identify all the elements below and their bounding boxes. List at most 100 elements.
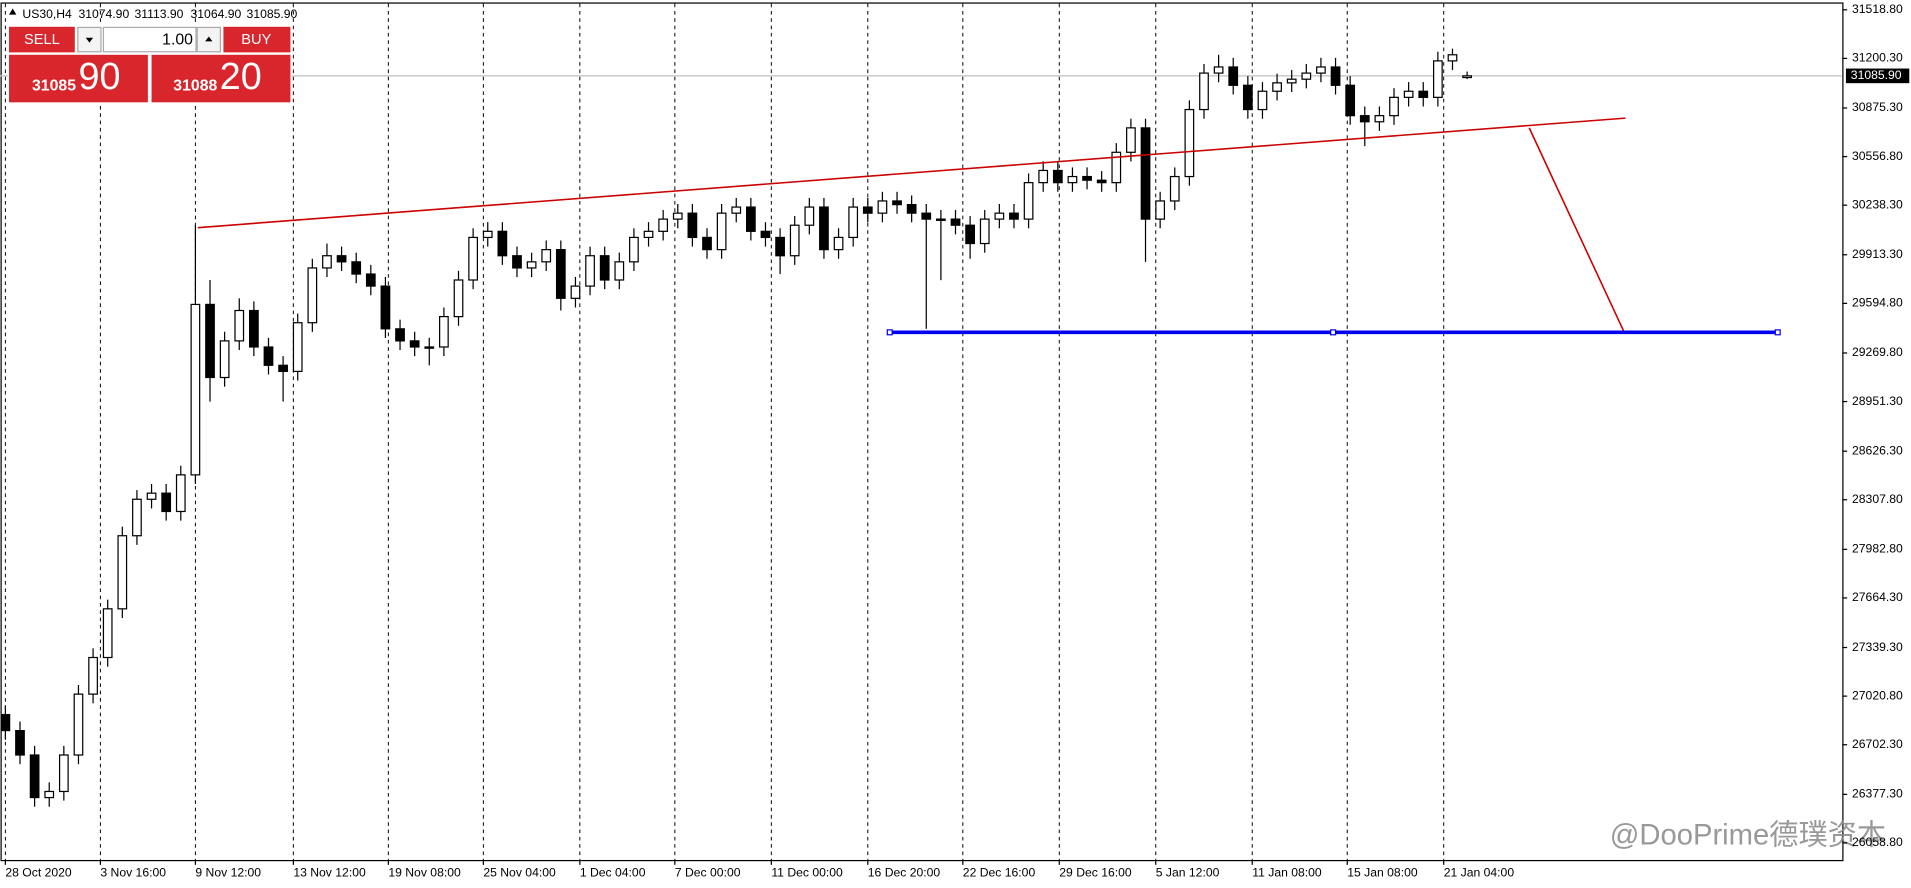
y-tick-label: 30875.30 (1852, 100, 1903, 114)
header-icon (9, 8, 17, 15)
candle-body (906, 204, 917, 214)
buy-price-box[interactable] (151, 54, 291, 103)
candle-body (409, 340, 420, 348)
header-low: 31064.90 (191, 7, 242, 21)
candle-body (1272, 82, 1282, 92)
dropdown-arrow (85, 37, 94, 43)
candle-body (731, 206, 742, 214)
candle-body (292, 322, 303, 373)
sell-price-main[interactable]: 31085 (32, 78, 76, 95)
candle-body (1096, 179, 1107, 184)
candle-body (585, 255, 595, 287)
y-tick-label: 28307.80 (1852, 492, 1903, 506)
sell-price-box[interactable] (9, 54, 148, 103)
candle-body (219, 340, 230, 379)
candle-body (102, 608, 113, 659)
candle-body (175, 474, 186, 513)
candle-body (1009, 212, 1019, 220)
candle-body (132, 498, 142, 537)
candle-body (190, 303, 201, 476)
current-price-box (1845, 68, 1910, 84)
sell-button[interactable] (9, 26, 75, 53)
candle-body (395, 328, 405, 342)
candle-body (1155, 200, 1166, 220)
candle-body (248, 309, 259, 348)
y-tick-label: 29913.30 (1852, 247, 1903, 261)
candle-body (775, 236, 785, 257)
candle-body (1418, 90, 1429, 98)
y-tick-label: 27664.30 (1852, 590, 1903, 604)
x-tick-label: 11 Dec 00:00 (771, 866, 843, 880)
candle-body (1126, 127, 1136, 153)
sell-label[interactable]: SELL (24, 32, 60, 48)
candle-body (672, 212, 683, 220)
candle-body (994, 212, 1005, 220)
candle-body (1082, 175, 1092, 181)
candle-body (614, 261, 625, 281)
candle-body (161, 492, 172, 513)
lot-input[interactable] (102, 26, 197, 53)
x-tick-label: 9 Nov 12:00 (195, 866, 261, 880)
candle-body (1257, 90, 1268, 111)
buy-price-main[interactable]: 31088 (173, 78, 217, 95)
candle-body (1389, 96, 1399, 117)
header-open: 31074.90 (78, 7, 129, 21)
candle-body (44, 790, 55, 799)
candle-body (921, 212, 932, 220)
candle-body (1199, 72, 1209, 111)
candle-body (1184, 108, 1195, 178)
candle-body (833, 236, 844, 251)
candle-body (322, 255, 332, 269)
candle-body (936, 218, 946, 221)
candle-body (965, 224, 975, 245)
candle-body (512, 255, 522, 269)
candle-body (351, 261, 362, 275)
plot-frame (0, 2, 1844, 862)
y-tick-label: 27339.30 (1852, 640, 1903, 654)
candle-body (643, 230, 654, 239)
candle-body (205, 303, 215, 379)
candle-body (365, 273, 376, 287)
candle-body (278, 364, 288, 373)
candle-body (58, 754, 69, 793)
symbol: US30,H4 (22, 7, 72, 21)
x-tick-label: 13 Nov 12:00 (293, 866, 366, 880)
trade-panel: SELL 1.00 BUY 31085 90 31088 20 (7, 25, 292, 104)
candle-body (570, 285, 581, 299)
y-tick-label: 30238.30 (1852, 197, 1903, 211)
x-tick-label: 29 Dec 16:00 (1059, 866, 1132, 880)
candle-body (1052, 169, 1063, 184)
candle-body (877, 200, 888, 214)
buy-label[interactable]: BUY (241, 32, 271, 48)
candle-body (950, 218, 961, 226)
y-tick-label: 27020.80 (1852, 688, 1903, 702)
candle-body (497, 230, 508, 257)
buy-price-pips[interactable]: 20 (220, 56, 262, 98)
candle-body (1432, 60, 1443, 98)
x-tick-label: 11 Jan 08:00 (1252, 866, 1322, 880)
candle-body (979, 218, 990, 245)
candle-body (1213, 66, 1224, 74)
candle-body (263, 346, 274, 366)
candle-body (1345, 84, 1356, 117)
candle-body (336, 255, 347, 263)
y-tick-label: 29269.80 (1852, 345, 1903, 359)
x-tick-label: 1 Dec 04:00 (580, 866, 646, 880)
candle-body (702, 236, 712, 251)
candle-body (29, 754, 40, 799)
candle-body (424, 346, 435, 349)
sell-price-pips[interactable]: 90 (78, 56, 120, 98)
candle-body (234, 309, 245, 342)
x-tick-label: 28 Oct 2020 (5, 866, 72, 880)
candle-body (453, 279, 464, 318)
candle-body (307, 267, 318, 324)
buy-button[interactable] (223, 26, 291, 53)
lot-value[interactable]: 1.00 (162, 31, 193, 48)
current-price-label: 31085.90 (1851, 68, 1902, 82)
candle-body (88, 656, 98, 695)
support-handle (886, 329, 893, 336)
candle-body (848, 206, 859, 239)
candle-body (658, 218, 669, 232)
